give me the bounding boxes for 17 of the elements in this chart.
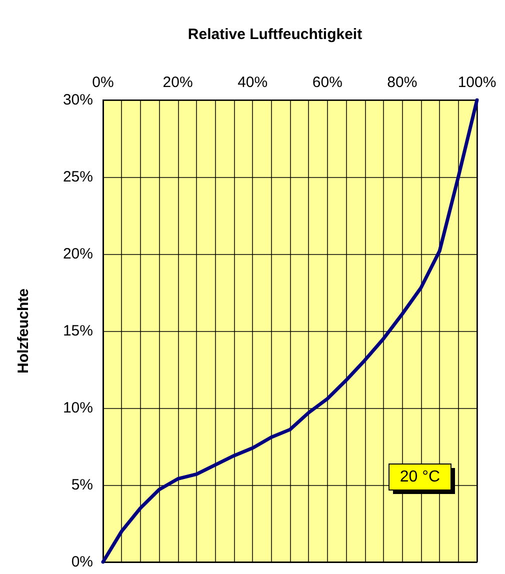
x-tick-label: 80% [387, 74, 418, 91]
y-tick-label: 0% [71, 554, 93, 570]
x-tick-label: 40% [238, 74, 268, 91]
y-tick-label: 25% [62, 168, 93, 186]
chart-title: Relative Luftfeuchtigkeit [188, 26, 362, 43]
y-tick-label: 10% [62, 400, 93, 416]
y-tick-label: 20% [62, 246, 93, 262]
line-series [101, 98, 479, 564]
y-tick-label: 15% [62, 322, 93, 340]
x-tick-label: 0% [92, 74, 114, 91]
y-axis-title: Holzfeuchte [15, 288, 32, 374]
y-tick-label: 5% [71, 476, 93, 494]
annotation: 20 °C [400, 468, 440, 486]
x-tick-label: 100% [458, 74, 496, 91]
x-tick-label: 60% [312, 74, 342, 91]
y-tick-label: 30% [62, 92, 93, 108]
x-tick-label: 20% [162, 74, 193, 91]
